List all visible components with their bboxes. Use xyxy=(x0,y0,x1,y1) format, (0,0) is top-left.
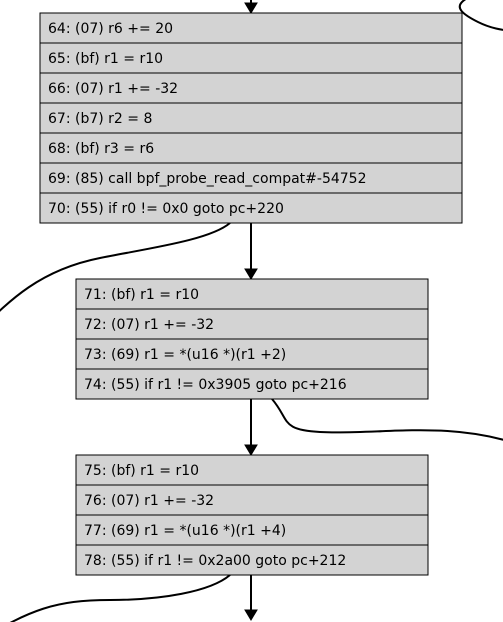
instruction-text: 67: (b7) r2 = 8 xyxy=(48,111,152,127)
instruction-text: 74: (55) if r1 != 0x3905 goto pc+216 xyxy=(84,377,347,393)
instruction-text: 76: (07) r1 += -32 xyxy=(84,493,214,509)
instruction-text: 72: (07) r1 += -32 xyxy=(84,317,214,333)
cfg-node-block75: 75: (bf) r1 = r10 76: (07) r1 += -32 77: (… xyxy=(76,455,428,575)
cfg-node-block64: 64: (07) r6 += 20 65: (bf) r1 = r10 66: (0… xyxy=(40,13,462,223)
arrowhead-in-top xyxy=(245,3,257,13)
instruction-text: 69: (85) call bpf_probe_read_compat#-547… xyxy=(48,171,366,187)
instruction-text: 77: (69) r1 = *(u16 *)(r1 +4) xyxy=(84,523,286,539)
instruction-text: 70: (55) if r0 != 0x0 goto pc+220 xyxy=(48,201,284,217)
instruction-text: 78: (55) if r1 != 0x2a00 goto pc+212 xyxy=(84,553,346,569)
instruction-text: 68: (bf) r3 = r6 xyxy=(48,141,154,157)
cfg-node-block71: 71: (bf) r1 = r10 72: (07) r1 += -32 73: (… xyxy=(76,279,428,399)
instruction-text: 71: (bf) r1 = r10 xyxy=(84,287,199,303)
instruction-text: 73: (69) r1 = *(u16 *)(r1 +2) xyxy=(84,347,286,363)
edge-b71-branch-right xyxy=(272,399,503,445)
instruction-text: 75: (bf) r1 = r10 xyxy=(84,463,199,479)
instruction-text: 65: (bf) r1 = r10 xyxy=(48,51,163,67)
arrowhead-b64-b71-straight xyxy=(245,269,257,279)
edge-in-top-right xyxy=(460,0,503,32)
instruction-text: 66: (07) r1 += -32 xyxy=(48,81,178,97)
instruction-text: 64: (07) r6 += 20 xyxy=(48,21,173,37)
arrowhead-b75-out-down xyxy=(245,610,257,620)
arrowhead-b71-b75-straight xyxy=(245,445,257,455)
edge-b75-branch-left xyxy=(0,575,230,622)
